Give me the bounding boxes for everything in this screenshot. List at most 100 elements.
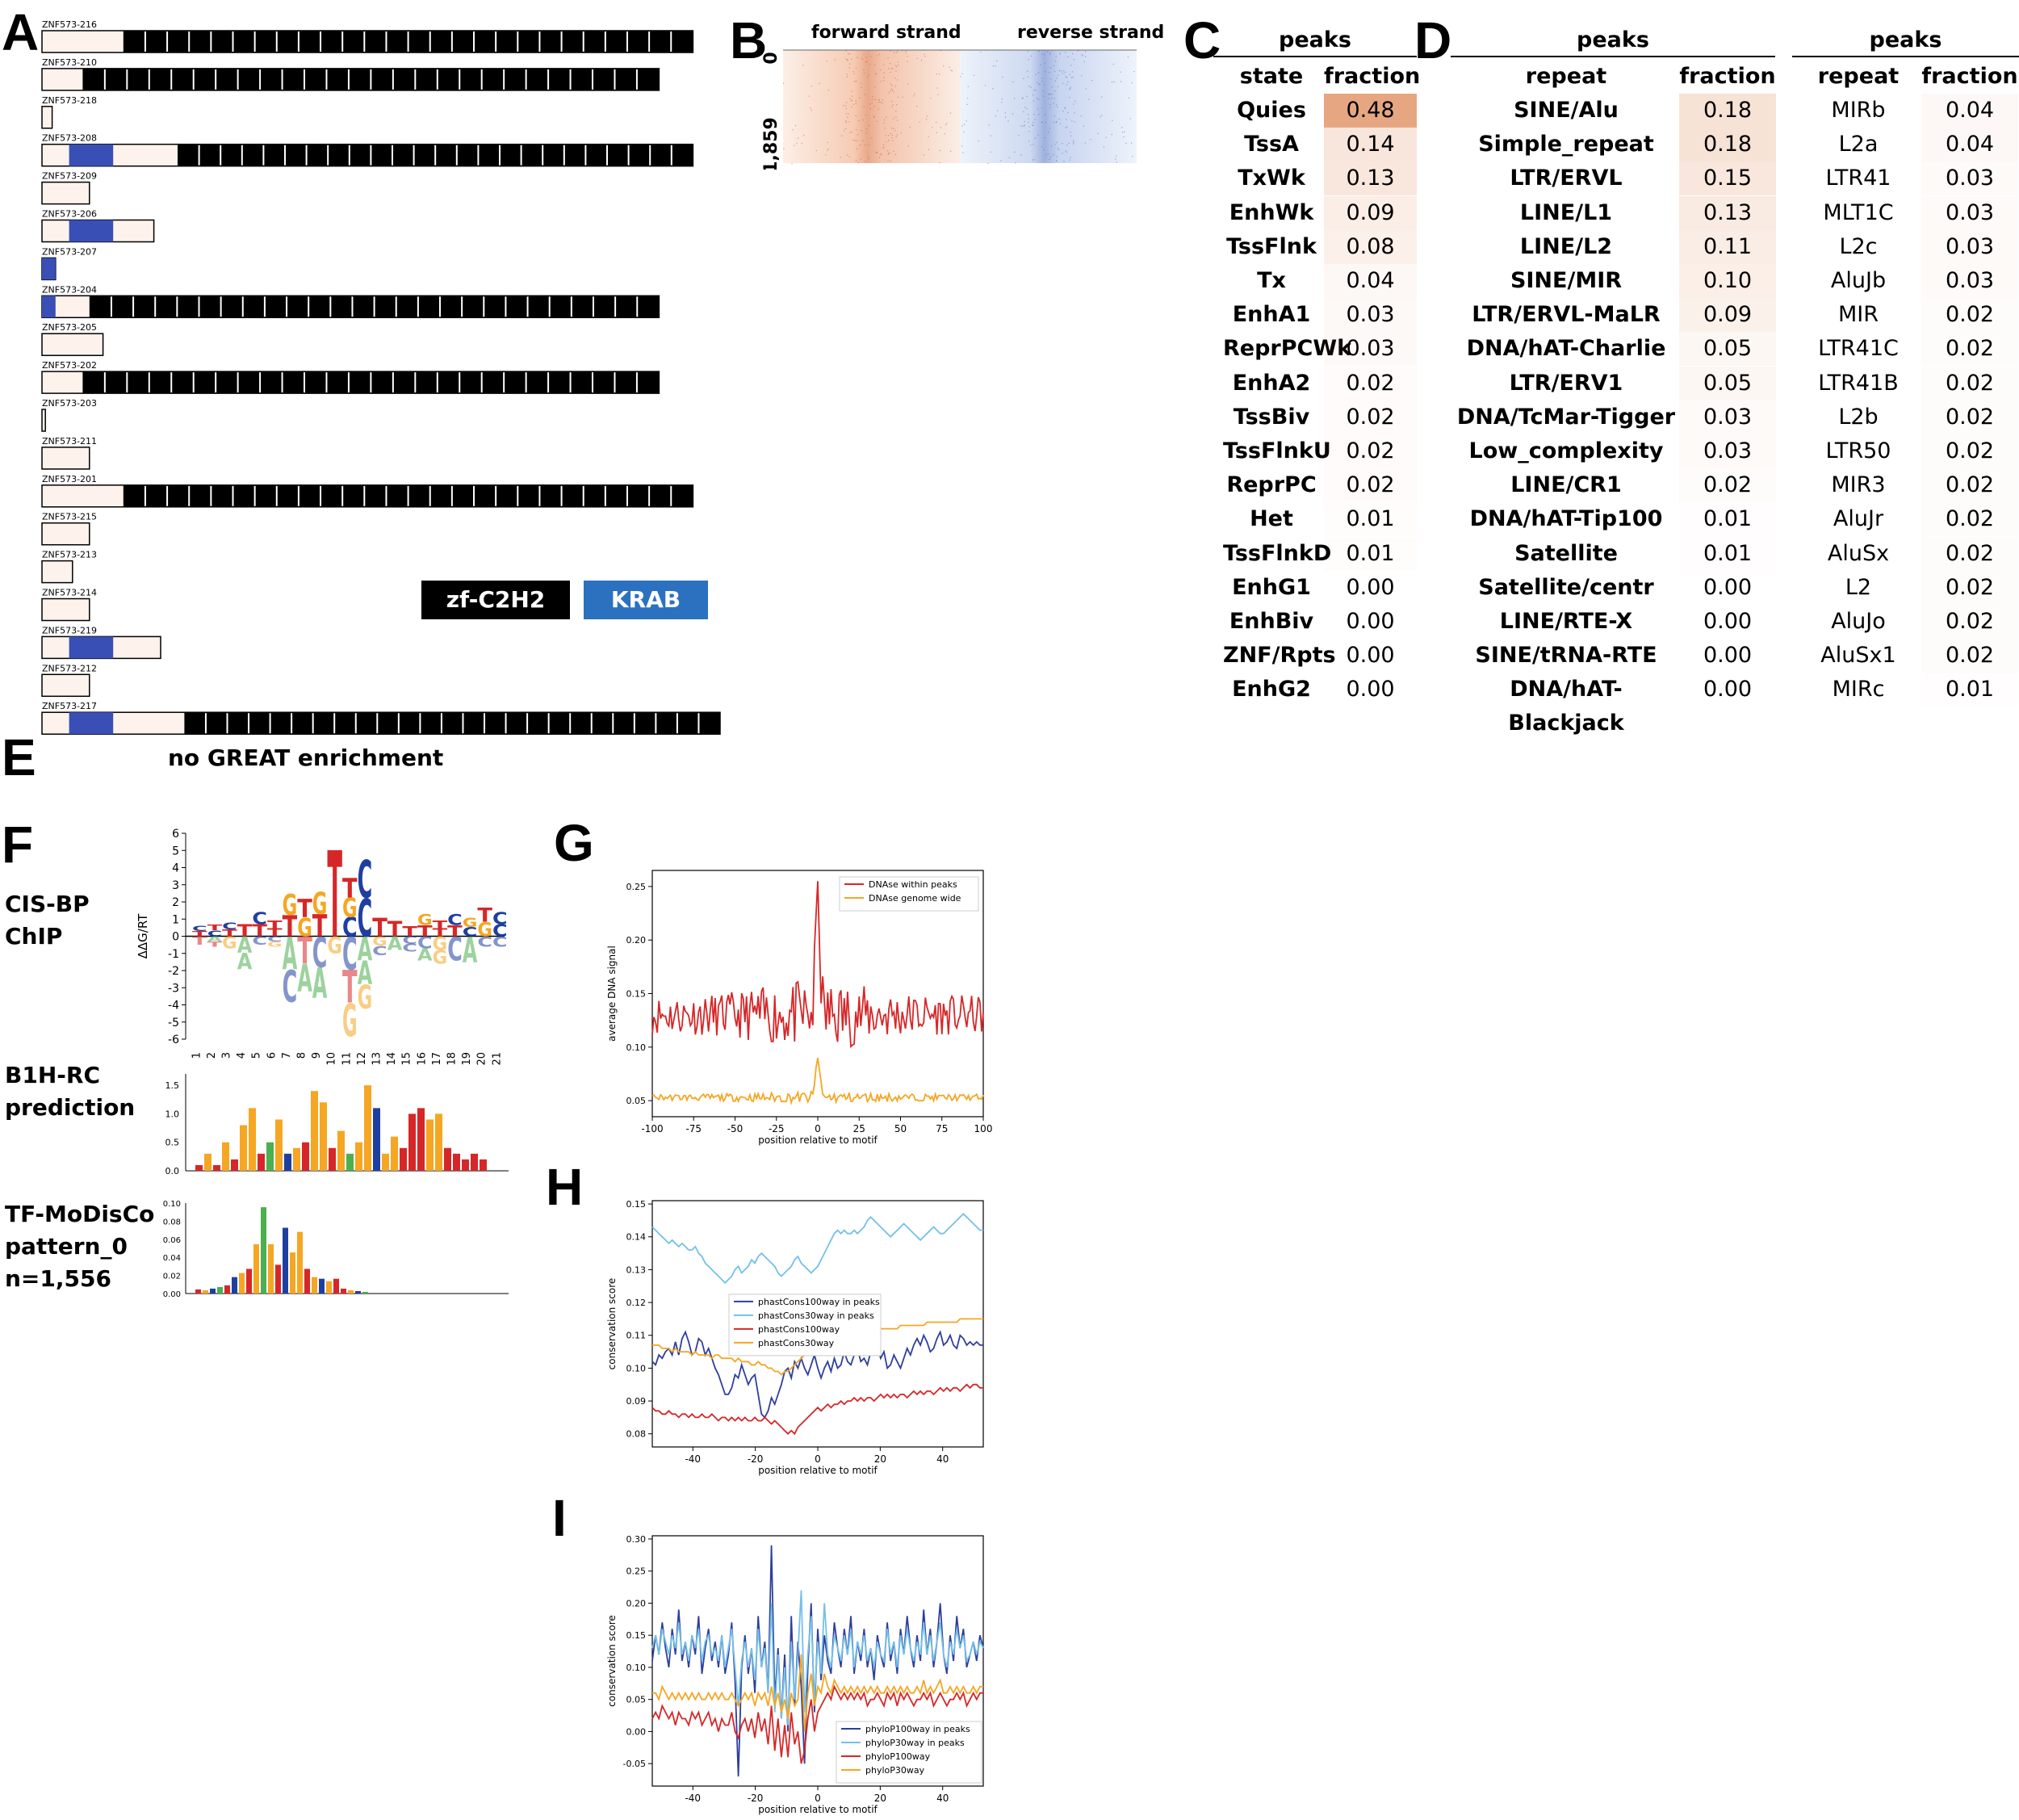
heatmap-read — [1049, 158, 1050, 161]
xtick-label: -20 — [748, 1793, 764, 1804]
heatmap-read — [855, 100, 857, 102]
heatmap-read — [1116, 161, 1117, 163]
ytick-label: 0.10 — [626, 1042, 647, 1053]
forward-strand-heatmap — [783, 50, 960, 163]
heatmap-read — [1000, 160, 1002, 161]
heatmap-read — [916, 57, 918, 59]
heatmap-read — [921, 59, 923, 61]
heatmap-read — [880, 102, 882, 103]
table-row-label: LINE/L2 — [1519, 233, 1613, 259]
great-enrichment-note: no GREAT enrichment — [168, 744, 444, 771]
heatmap-read — [880, 69, 882, 71]
heatmap-read — [1062, 82, 1064, 84]
table-row-fraction: 0.04 — [1921, 94, 2018, 128]
table-row-label: AluJb — [1830, 268, 1887, 293]
heatmap-read — [863, 53, 865, 55]
heatmap-read — [1133, 70, 1135, 73]
ytick-label: 0.15 — [626, 1199, 647, 1210]
heatmap-read — [1005, 116, 1007, 118]
heatmap-read — [1028, 131, 1030, 132]
cisbp-xtick: 5 — [251, 1052, 263, 1059]
cisbp-logo-letter: C — [252, 909, 267, 929]
heatmap-read — [1045, 121, 1046, 124]
cisbp-ytick: 3 — [172, 879, 179, 892]
table-row-label: AluSx — [1827, 540, 1890, 566]
heatmap-read — [1071, 120, 1073, 122]
table-row-fraction: 0.00 — [1703, 609, 1753, 634]
heatmap-read — [895, 70, 897, 72]
heatmap-read — [1066, 151, 1067, 153]
panel-label-f: F — [2, 816, 34, 874]
heatmap-read — [995, 115, 996, 117]
heatmap-read — [925, 119, 928, 120]
heatmap-read — [1041, 146, 1043, 148]
legend-box — [839, 876, 979, 912]
cisbp-logo-letter: T — [267, 920, 283, 932]
table-row-label: ZNF/Rpts — [1223, 643, 1336, 669]
heatmap-read — [858, 120, 860, 122]
heatmap-read — [855, 115, 857, 117]
heatmap-read — [1028, 59, 1029, 61]
cisbp-logo-letter: A — [297, 957, 312, 1000]
table-row-fraction: 0.02 — [1921, 605, 2018, 639]
cisbp-logo-letter: T — [283, 911, 298, 944]
heatmap-read — [891, 136, 893, 139]
heatmap-read — [940, 50, 942, 52]
heatmap-read — [1030, 55, 1033, 57]
heatmap-read — [1026, 95, 1028, 97]
heatmap-read — [950, 69, 952, 71]
cisbp-logo-letter: A — [417, 945, 433, 964]
table-d-col-fraction: fraction — [1679, 64, 1776, 89]
cisbp-logo-letter: G — [222, 933, 237, 952]
isoform-name: ZNF573-202 — [42, 360, 97, 371]
heatmap-read — [1123, 136, 1125, 138]
cisbp-logo-letter: T — [192, 935, 207, 948]
heatmap-read — [1067, 111, 1069, 114]
heatmap-read — [883, 122, 885, 124]
heatmap-read — [913, 95, 915, 97]
cisbp-xtick: 9 — [311, 1052, 323, 1059]
krab-domain — [69, 144, 114, 166]
heatmap-read — [1054, 70, 1056, 73]
heatmap-read — [1080, 115, 1082, 117]
heatmap-read — [1063, 70, 1065, 72]
isoform-name: ZNF573-209 — [42, 171, 97, 182]
heatmap-read — [882, 80, 884, 82]
table-row-fraction: 0.03 — [1679, 434, 1776, 468]
isoform-name: ZNF573-208 — [42, 133, 97, 144]
heatmap-read — [865, 61, 867, 63]
modisco-ytick: 0.02 — [163, 1273, 181, 1281]
heatmap-read — [1097, 132, 1099, 134]
isoform-transcript — [41, 560, 73, 584]
heatmap-read — [885, 135, 886, 136]
cisbp-logo-letter: C — [192, 925, 207, 933]
table-row-label: LTR/ERVL-MaLR — [1472, 302, 1661, 328]
cisbp-xtick: 16 — [416, 1052, 428, 1066]
table-row-label: EnhBiv — [1229, 609, 1314, 634]
cisbp-xtick: 11 — [341, 1052, 353, 1066]
heatmap-read — [890, 50, 891, 52]
x-axis-label: position relative to motif — [758, 1804, 878, 1815]
heatmap-read — [1049, 103, 1051, 106]
heatmap-read — [1032, 124, 1033, 126]
krab-domain — [69, 636, 114, 659]
cisbp-logo-letter: T — [387, 918, 403, 942]
heatmap-read — [845, 58, 847, 60]
table-row-fraction: 0.48 — [1324, 94, 1417, 128]
strand-heatmap: 0 1,859 -500 0 500 — [761, 49, 1152, 170]
modisco-logo-column — [312, 1277, 317, 1294]
heatmap-read — [869, 107, 871, 110]
heatmap-read — [855, 80, 857, 82]
heatmap-read — [897, 51, 898, 52]
heatmap-read — [1060, 70, 1062, 72]
heatmap-read — [827, 141, 828, 144]
heatmap-read — [907, 145, 909, 147]
table-row-fraction: 0.02 — [1324, 367, 1417, 400]
cisbp-logo-letter: A — [207, 936, 224, 944]
heatmap-read — [1042, 90, 1044, 92]
heatmap-read — [857, 133, 859, 136]
modisco-logo-column — [217, 1286, 223, 1294]
heatmap-read — [880, 81, 882, 82]
table-row-label: ReprPC — [1226, 472, 1317, 498]
heatmap-read — [845, 50, 847, 52]
